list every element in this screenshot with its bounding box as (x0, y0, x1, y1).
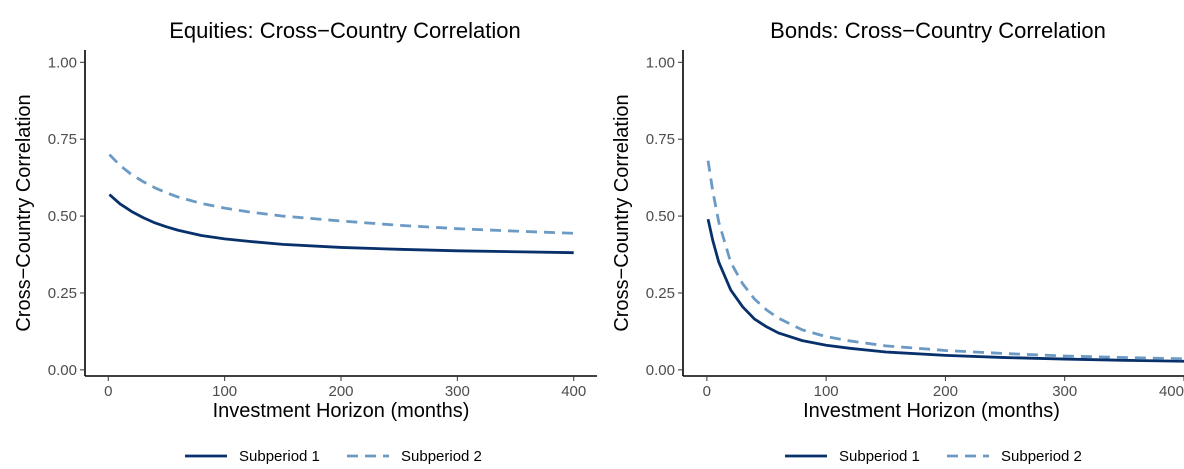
y-axis-label: Cross−Country Correlation (611, 94, 633, 331)
legend: Subperiod 1 Subperiod 2 (785, 448, 1082, 465)
chart-panel-2: Bonds: Cross−Country Correlation 0.00 0.25… (611, 18, 1184, 465)
x-tick-label: 400 (561, 383, 586, 400)
x-tick-label: 100 (212, 383, 237, 400)
y-tick-label: 0.25 (48, 285, 77, 302)
x-tick-label: 0 (104, 383, 112, 400)
x-tick-label: 300 (1052, 383, 1077, 400)
x-axis-label: Investment Horizon (months) (803, 400, 1060, 422)
y-axis-label: Cross−Country Correlation (13, 94, 35, 331)
series-line-1 (706, 218, 1184, 363)
x-tick-label: 100 (814, 383, 839, 400)
legend-label-2: Subperiod 2 (1001, 448, 1082, 465)
legend-label-2: Subperiod 2 (401, 448, 482, 465)
legend: Subperiod 1 Subperiod 2 (185, 448, 482, 465)
y-tick-label: 0.50 (48, 208, 77, 225)
series-line-1 (108, 193, 574, 255)
y-tick-label: 0.00 (646, 362, 675, 379)
x-tick-label: 200 (328, 383, 353, 400)
y-tick-label: 0.00 (48, 362, 77, 379)
legend-label-1: Subperiod 1 (239, 448, 320, 465)
chart-title: Bonds: Cross−Country Correlation (770, 18, 1106, 43)
chart-panel-1: Equities: Cross−Country Correlation 0.00 0… (13, 18, 597, 465)
y-tick-label: 0.25 (646, 285, 675, 302)
x-tick-label: 300 (445, 383, 470, 400)
chart-title: Equities: Cross−Country Correlation (169, 18, 521, 43)
x-tick-label: 200 (933, 383, 958, 400)
y-tick-label: 0.75 (646, 131, 675, 148)
x-tick-label: 400 (1159, 383, 1184, 400)
y-tick-label: 1.00 (48, 54, 77, 71)
series-line-2 (706, 160, 1184, 361)
series-line-2 (108, 153, 574, 235)
y-tick-label: 1.00 (646, 54, 675, 71)
y-tick-label: 0.50 (646, 208, 675, 225)
x-axis-label: Investment Horizon (months) (213, 400, 470, 422)
x-tick-label: 0 (703, 383, 711, 400)
legend-label-1: Subperiod 1 (839, 448, 920, 465)
y-tick-label: 0.75 (48, 131, 77, 148)
